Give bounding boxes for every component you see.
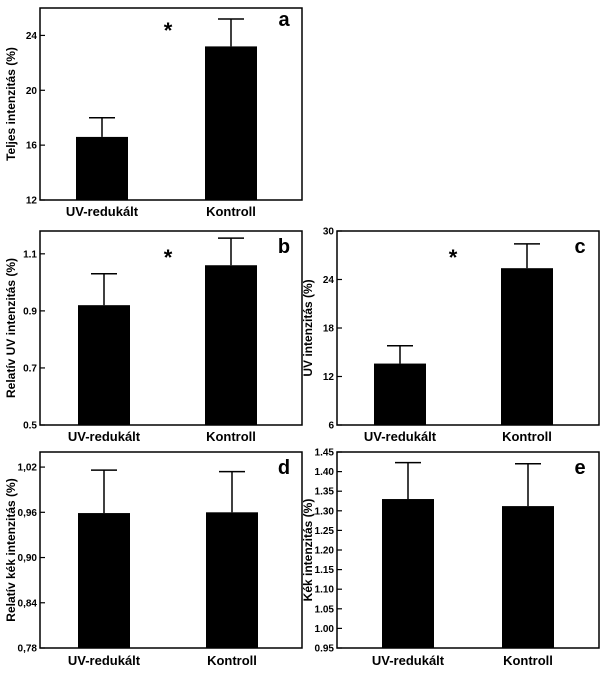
y-tick-label: 1,02	[18, 463, 38, 474]
y-tick-label: 1.1	[23, 249, 37, 260]
category-label: UV-redukált	[68, 429, 141, 444]
category-label: Kontroll	[206, 204, 256, 219]
panel-d: 0,78 0,84 0,90 0,96 1,02 UV-redukált Kontroll R…	[4, 451, 303, 668]
y-tick-label: 24	[323, 275, 335, 286]
significance-marker: *	[164, 18, 173, 43]
bar-uv-reduced	[382, 499, 434, 648]
panel-label: e	[574, 457, 585, 479]
category-label: UV-redukált	[372, 653, 445, 668]
y-tick-label: 0.95	[315, 644, 335, 655]
y-tick-label: 1.20	[315, 546, 335, 557]
y-tick-label: 12	[26, 196, 38, 207]
significance-marker: *	[449, 245, 458, 270]
y-tick-label: 20	[26, 86, 38, 97]
y-tick-label: 1.05	[315, 604, 335, 615]
y-tick-label: 12	[323, 372, 335, 383]
y-axis-label: Relatív kék intenzitás (%)	[4, 478, 18, 621]
plot-frame	[336, 451, 600, 649]
panel-a: 12 16 20 24 UV-redukált Kontroll Teljes intenz…	[4, 7, 303, 219]
y-tick-label: 1.40	[315, 467, 335, 478]
y-axis-label: UV intenzitás (%)	[301, 279, 315, 376]
y-tick-label: 1.30	[315, 506, 335, 517]
y-axis-label: Kék intenzitás (%)	[301, 499, 315, 602]
plot-frame	[39, 230, 303, 426]
y-tick-label: 16	[26, 141, 38, 152]
category-label: Kontroll	[502, 429, 552, 444]
panel-c: 6 12 18 24 30 UV-redukált Kontroll UV intenzitá…	[301, 227, 600, 444]
bar-uv-reduced	[76, 136, 128, 200]
y-tick-label: 0.9	[23, 306, 37, 317]
y-tick-label: 1.35	[315, 487, 335, 498]
plot-frame	[39, 7, 303, 201]
y-tick-label: 0,90	[18, 553, 38, 564]
category-label: UV-redukált	[66, 204, 139, 219]
panel-label: a	[278, 9, 290, 31]
y-tick-label: 30	[323, 227, 335, 238]
y-tick-label: 1.00	[315, 624, 335, 635]
bar-control	[205, 46, 257, 201]
y-tick-label: 1.15	[315, 565, 335, 576]
y-tick-label: 18	[323, 324, 335, 335]
y-tick-label: 6	[328, 421, 334, 432]
y-tick-label: 0.5	[23, 421, 37, 432]
y-tick-label: 1.25	[315, 526, 335, 537]
y-tick-label: 0,84	[18, 598, 38, 609]
y-tick-label: 1.10	[315, 585, 335, 596]
bar-control	[205, 265, 257, 425]
panel-label: d	[278, 457, 290, 479]
significance-marker: *	[164, 245, 173, 270]
bar-control	[501, 268, 553, 425]
bar-uv-reduced	[78, 305, 130, 425]
plot-frame	[39, 451, 303, 649]
panel-e: 0.95 1.00 1.05 1.10 1.15 1.20 1.25 1.30 1.35 1.40…	[301, 448, 600, 668]
category-label: Kontroll	[503, 653, 553, 668]
category-label: Kontroll	[206, 429, 256, 444]
panel-label: c	[574, 236, 585, 258]
bar-uv-reduced	[78, 513, 130, 648]
category-label: UV-redukált	[364, 429, 437, 444]
bar-control	[206, 512, 258, 648]
panel-label: b	[278, 236, 290, 258]
y-tick-label: 0.7	[23, 363, 37, 374]
y-tick-label: 1.45	[315, 448, 335, 459]
category-label: Kontroll	[207, 653, 257, 668]
bar-uv-reduced	[374, 363, 426, 425]
panel-b: 0.5 0.7 0.9 1.1 UV-redukált Kontroll Relatív U…	[4, 230, 303, 444]
y-tick-label: 0,78	[18, 644, 38, 655]
y-tick-label: 0,96	[18, 508, 38, 519]
bar-control	[502, 506, 554, 648]
y-axis-label: Teljes intenzitás (%)	[4, 47, 18, 161]
category-label: UV-redukált	[68, 653, 141, 668]
y-axis-label: Relatív UV intenzitás (%)	[4, 258, 18, 398]
y-tick-label: 24	[26, 31, 38, 42]
